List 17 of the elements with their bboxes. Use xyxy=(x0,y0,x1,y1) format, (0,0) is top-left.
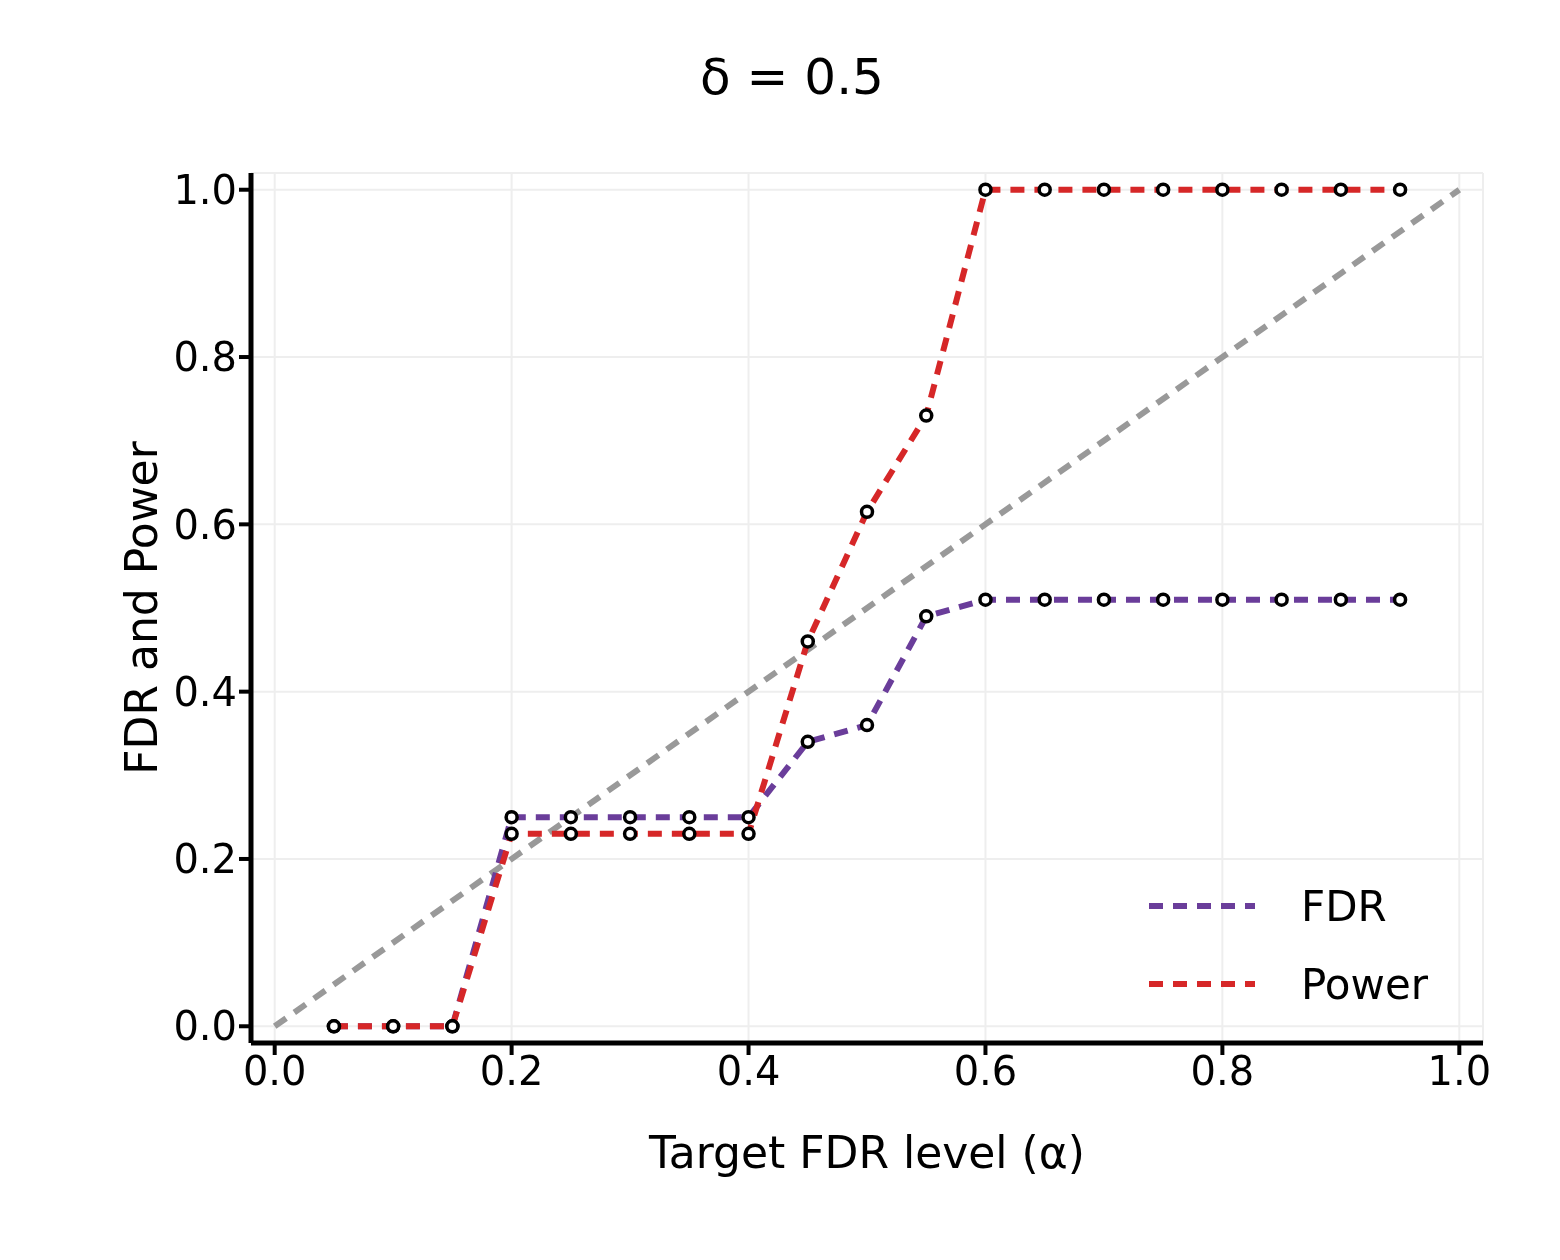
x-tick-label: 0.8 xyxy=(1190,1048,1255,1095)
y-tick-label: 0.2 xyxy=(173,836,237,883)
legend-label: Power xyxy=(1301,959,1428,1009)
y-tick-label: 0.6 xyxy=(173,501,237,548)
y-tick-label: 1.0 xyxy=(173,166,237,213)
x-tick-label: 1.0 xyxy=(1427,1048,1492,1095)
y-tick-label: 0.0 xyxy=(173,1003,237,1050)
x-tick-label: 0.6 xyxy=(953,1048,1018,1095)
x-tick-label: 0.2 xyxy=(479,1048,544,1095)
y-tick-label: 0.4 xyxy=(173,668,237,715)
y-tick-label: 0.8 xyxy=(173,334,237,381)
x-axis-title: Target FDR level (α) xyxy=(648,1127,1085,1178)
x-tick-label: 0.4 xyxy=(716,1048,781,1095)
x-tick-label: 0.0 xyxy=(242,1048,307,1095)
y-axis-title: FDR and Power xyxy=(115,440,167,775)
legend-label: FDR xyxy=(1301,881,1387,931)
chart-title: δ = 0.5 xyxy=(699,48,885,106)
